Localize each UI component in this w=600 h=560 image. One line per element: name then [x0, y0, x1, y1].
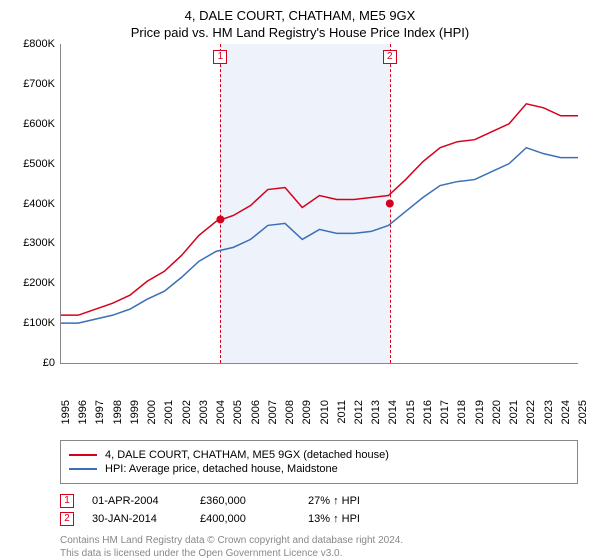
x-axis-label: 1999	[125, 400, 141, 424]
x-axis-label: 2023	[539, 400, 555, 424]
x-axis-label: 1997	[90, 400, 106, 424]
legend: 4, DALE COURT, CHATHAM, ME5 9GX (detache…	[60, 440, 578, 484]
x-axis-label: 2010	[315, 400, 331, 424]
x-axis-label: 2019	[470, 400, 486, 424]
x-axis-label: 2005	[228, 400, 244, 424]
x-axis-label: 2004	[211, 400, 227, 424]
sale-row-1: 1 01-APR-2004 £360,000 27% ↑ HPI	[60, 494, 578, 508]
legend-swatch-property	[69, 454, 97, 456]
x-axis-label: 2014	[383, 400, 399, 424]
x-axis-label: 2007	[263, 400, 279, 424]
x-axis-label: 2016	[418, 400, 434, 424]
chart-container: 4, DALE COURT, CHATHAM, ME5 9GX Price pa…	[0, 0, 600, 560]
x-axis-label: 1996	[73, 400, 89, 424]
x-axis-label: 1998	[108, 400, 124, 424]
sale-marker-dot	[216, 215, 224, 223]
x-axis-label: 2000	[142, 400, 158, 424]
x-axis-label: 2011	[332, 400, 348, 424]
y-axis-label: £800K	[23, 38, 61, 50]
x-axis-label: 2009	[297, 400, 313, 424]
x-axis-label: 2012	[349, 400, 365, 424]
sale-price-2: £400,000	[200, 513, 290, 525]
x-axis-label: 2018	[452, 400, 468, 424]
legend-label-property: 4, DALE COURT, CHATHAM, ME5 9GX (detache…	[105, 449, 389, 461]
attribution-line-2: This data is licensed under the Open Gov…	[60, 547, 578, 560]
x-axis-label: 2006	[246, 400, 262, 424]
y-axis-label: £0	[43, 357, 61, 369]
sale-marker-flag: 1	[213, 50, 227, 64]
x-axis-label: 2021	[504, 400, 520, 424]
chart-plot-area: 12 £0£100K£200K£300K£400K£500K£600K£700K…	[60, 44, 578, 364]
y-axis-label: £500K	[23, 158, 61, 170]
attribution-line-1: Contains HM Land Registry data © Crown c…	[60, 534, 578, 547]
sales-table: 1 01-APR-2004 £360,000 27% ↑ HPI 2 30-JA…	[60, 494, 578, 526]
x-axis-label: 1995	[56, 400, 72, 424]
sale-marker-badge-1: 1	[60, 494, 74, 508]
x-axis-label: 2020	[487, 400, 503, 424]
x-axis-label: 2008	[280, 400, 296, 424]
sale-price-1: £360,000	[200, 495, 290, 507]
legend-swatch-hpi	[69, 468, 97, 470]
x-axis-label: 2025	[573, 400, 589, 424]
series-line-hpi	[61, 148, 578, 323]
sale-marker-flag: 2	[383, 50, 397, 64]
sale-marker-dot	[386, 200, 394, 208]
x-axis-label: 2015	[401, 400, 417, 424]
x-axis-label: 2003	[194, 400, 210, 424]
sale-marker-badge-2: 2	[60, 512, 74, 526]
legend-label-hpi: HPI: Average price, detached house, Maid…	[105, 463, 338, 475]
series-line-property	[61, 104, 578, 315]
y-axis-label: £100K	[23, 317, 61, 329]
chart-title-subtitle: Price paid vs. HM Land Registry's House …	[12, 25, 588, 40]
y-axis-label: £300K	[23, 237, 61, 249]
x-axis-label: 2024	[556, 400, 572, 424]
x-axis-label: 2002	[177, 400, 193, 424]
chart-svg	[61, 44, 578, 363]
x-axis-label: 2017	[435, 400, 451, 424]
title-block: 4, DALE COURT, CHATHAM, ME5 9GX Price pa…	[12, 8, 588, 40]
x-axis-labels: 1995199619971998199920002001200220032004…	[60, 364, 578, 400]
legend-item-hpi: HPI: Average price, detached house, Maid…	[69, 463, 569, 475]
sale-date-1: 01-APR-2004	[92, 495, 182, 507]
sale-pct-1: 27% ↑ HPI	[308, 495, 398, 507]
y-axis-label: £600K	[23, 118, 61, 130]
sale-pct-2: 13% ↑ HPI	[308, 513, 398, 525]
chart-title-address: 4, DALE COURT, CHATHAM, ME5 9GX	[12, 8, 588, 23]
sale-row-2: 2 30-JAN-2014 £400,000 13% ↑ HPI	[60, 512, 578, 526]
attribution: Contains HM Land Registry data © Crown c…	[60, 534, 578, 560]
sale-date-2: 30-JAN-2014	[92, 513, 182, 525]
y-axis-label: £200K	[23, 277, 61, 289]
y-axis-label: £400K	[23, 198, 61, 210]
y-axis-label: £700K	[23, 78, 61, 90]
legend-item-property: 4, DALE COURT, CHATHAM, ME5 9GX (detache…	[69, 449, 569, 461]
x-axis-label: 2001	[159, 400, 175, 424]
x-axis-label: 2013	[366, 400, 382, 424]
x-axis-label: 2022	[521, 400, 537, 424]
